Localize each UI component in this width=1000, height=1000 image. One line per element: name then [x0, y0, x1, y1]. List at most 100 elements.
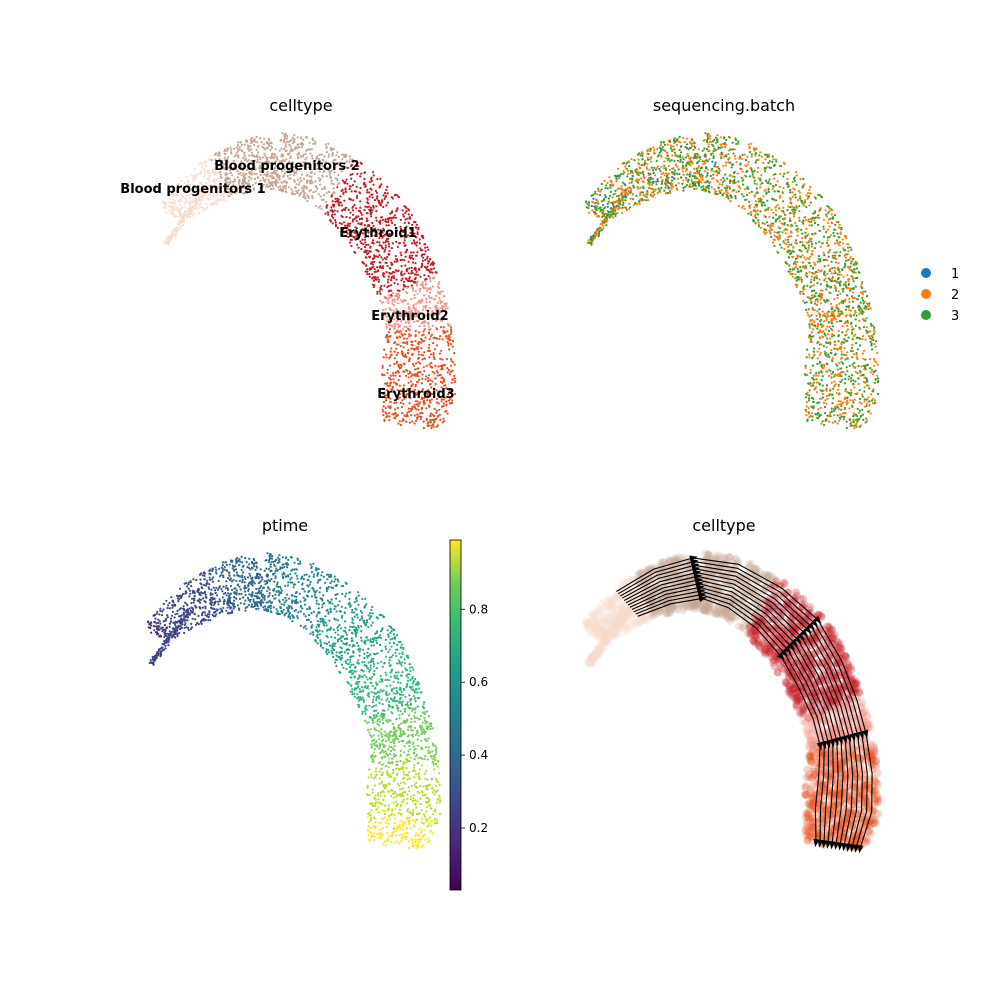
data-point: [417, 367, 420, 370]
data-point: [770, 235, 773, 239]
data-point: [323, 187, 326, 190]
data-point: [711, 152, 714, 155]
data-point: [873, 370, 876, 373]
data-point: [689, 171, 692, 174]
data-point: [434, 377, 437, 380]
data-point: [442, 332, 445, 335]
data-point: [439, 357, 442, 360]
data-point: [417, 226, 420, 229]
data-point: [868, 403, 871, 406]
data-point: [673, 172, 676, 175]
data-point: [373, 284, 376, 287]
data-point: [351, 209, 355, 212]
data-point: [362, 182, 366, 185]
data-point: [611, 196, 614, 199]
data-point: [423, 324, 426, 327]
data-point: [178, 213, 181, 216]
data-point: [862, 357, 865, 360]
data-point: [359, 240, 362, 243]
data-point: [852, 257, 855, 261]
data-point: [850, 421, 853, 424]
data-point: [753, 206, 756, 209]
data-point: [821, 293, 824, 296]
data-point: [438, 374, 441, 377]
data-point: [734, 157, 737, 160]
data-point: [416, 348, 419, 351]
data-point: [388, 357, 391, 360]
data-point: [804, 231, 807, 234]
data-point: [622, 162, 626, 165]
data-point: [639, 186, 643, 189]
data-point: [434, 365, 437, 368]
data-point: [802, 177, 805, 180]
data-point: [787, 256, 790, 259]
data-point: [746, 169, 749, 173]
data-point: [851, 338, 854, 341]
data-point: [670, 159, 673, 162]
data-point: [649, 149, 652, 153]
data-point: [428, 300, 431, 303]
data-point: [412, 257, 415, 261]
data-point: [800, 278, 803, 281]
data-point: [342, 208, 345, 211]
data-point: [810, 331, 814, 334]
data-point: [810, 301, 813, 304]
data-point: [846, 401, 849, 405]
data-point: [819, 245, 822, 248]
data-point: [856, 407, 859, 410]
data-point: [783, 247, 786, 251]
data-point: [274, 148, 277, 151]
data-point: [425, 407, 428, 410]
data-point: [390, 289, 393, 292]
data-point: [421, 262, 424, 265]
data-point: [820, 302, 823, 305]
data-point: [394, 269, 397, 272]
data-point: [757, 219, 760, 222]
data-point: [863, 386, 866, 389]
data-point: [386, 286, 389, 289]
data-point: [320, 153, 323, 156]
data-point: [314, 180, 317, 183]
data-point: [694, 181, 697, 184]
data-point: [169, 235, 172, 239]
data-point: [850, 325, 854, 328]
data-point: [669, 168, 672, 171]
data-point: [432, 355, 435, 359]
data-point: [625, 208, 628, 212]
data-point: [721, 181, 724, 184]
data-point: [679, 141, 682, 144]
data-point: [673, 169, 677, 172]
data-point: [836, 368, 840, 371]
data-point: [217, 177, 220, 180]
data-point: [741, 183, 745, 186]
data-point: [728, 187, 732, 190]
data-point: [839, 280, 842, 283]
data-point: [646, 156, 649, 159]
data-point: [839, 348, 842, 351]
data-point: [743, 207, 746, 210]
data-point: [757, 221, 760, 224]
data-point: [810, 242, 814, 246]
data-point: [875, 361, 878, 364]
data-point: [406, 279, 409, 282]
data-point: [425, 375, 428, 378]
data-point: [192, 177, 195, 180]
data-point: [340, 189, 343, 192]
data-point: [756, 191, 759, 194]
data-point: [796, 230, 799, 233]
data-point: [763, 230, 766, 234]
data-point: [755, 187, 758, 190]
data-point: [350, 190, 353, 193]
data-point: [724, 164, 728, 167]
data-point: [831, 267, 834, 270]
data-point: [376, 290, 379, 293]
data-point: [384, 246, 387, 249]
data-point: [163, 202, 166, 206]
data-point: [730, 166, 733, 169]
data-point: [180, 197, 183, 200]
data-point: [685, 183, 689, 187]
data-point: [763, 170, 767, 173]
data-point: [782, 186, 785, 190]
data-point: [799, 241, 802, 244]
data-point: [767, 161, 770, 165]
